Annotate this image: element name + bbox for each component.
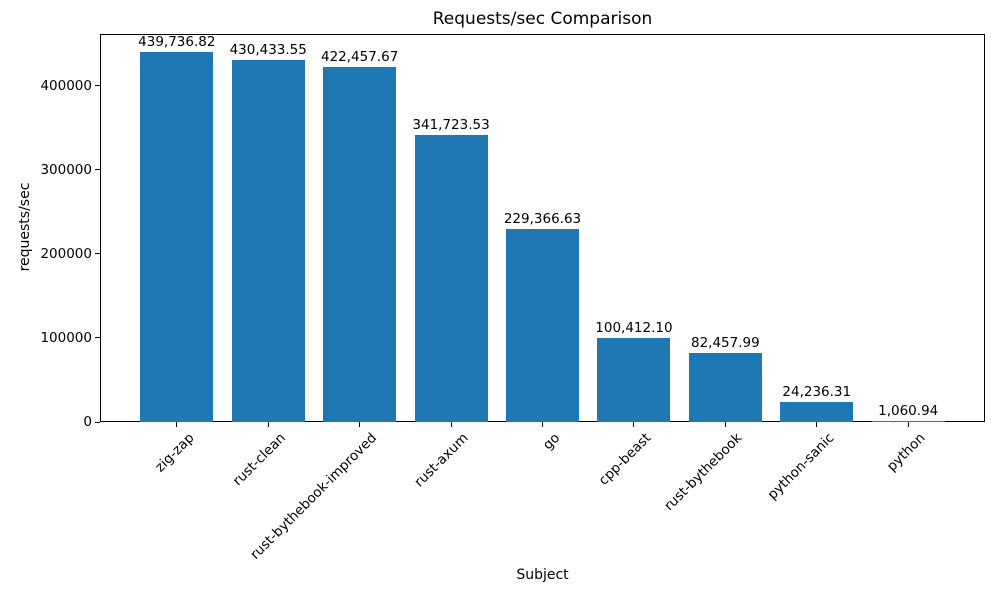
x-tick-label: cpp-beast	[595, 430, 655, 489]
bar-value-label: 422,457.67	[320, 49, 399, 65]
x-tick-label: rust-clean	[229, 430, 289, 490]
x-tick	[450, 422, 452, 427]
x-tick	[542, 422, 543, 427]
bar-value-label: 341,723.53	[412, 117, 490, 133]
bar-value-label: 229,366.63	[503, 211, 582, 227]
y-tick	[95, 85, 100, 87]
bar	[140, 52, 214, 422]
bar-value-label: 439,736.82	[138, 34, 216, 50]
bar	[688, 353, 762, 422]
x-tick-label: zig-zap	[151, 430, 198, 476]
bar	[780, 402, 854, 422]
x-tick	[633, 422, 635, 427]
x-tick	[176, 422, 178, 427]
y-tick	[95, 169, 100, 171]
bar-value-label: 430,433.55	[229, 42, 307, 58]
bar-value-label: 82,457.99	[690, 335, 760, 351]
y-tick	[95, 337, 100, 339]
x-tick-label: python-sanic	[764, 430, 838, 503]
bar	[597, 338, 671, 422]
x-axis-label: Subject	[516, 567, 569, 583]
bar	[323, 67, 397, 422]
y-tick-label: 300000	[40, 161, 92, 178]
y-tick-label: 200000	[40, 245, 92, 262]
bar-value-label: 1,060.94	[878, 403, 939, 419]
y-tick-label: 100000	[40, 329, 92, 346]
y-axis-label: requests/sec	[17, 182, 33, 272]
y-tick	[95, 421, 100, 423]
x-tick	[359, 422, 361, 427]
bar-value-label: 24,236.31	[782, 384, 852, 400]
bar	[231, 60, 305, 422]
bar	[871, 421, 945, 422]
x-tick	[724, 422, 726, 427]
y-tick-label: 400000	[40, 77, 92, 94]
y-tick	[95, 253, 100, 255]
x-tick-label: rust-bythebook	[661, 430, 746, 515]
y-tick-label: 0	[83, 414, 92, 430]
x-tick-label: rust-axum	[411, 430, 472, 491]
x-tick	[816, 422, 818, 427]
bar	[505, 229, 580, 422]
x-tick	[907, 422, 909, 427]
x-tick	[267, 422, 269, 427]
x-tick-label: python	[883, 430, 929, 475]
bar-value-label: 100,412.10	[595, 320, 673, 336]
x-tick-label: go	[539, 430, 563, 454]
chart-title: Requests/sec Comparison	[432, 9, 653, 29]
bar	[414, 135, 488, 422]
